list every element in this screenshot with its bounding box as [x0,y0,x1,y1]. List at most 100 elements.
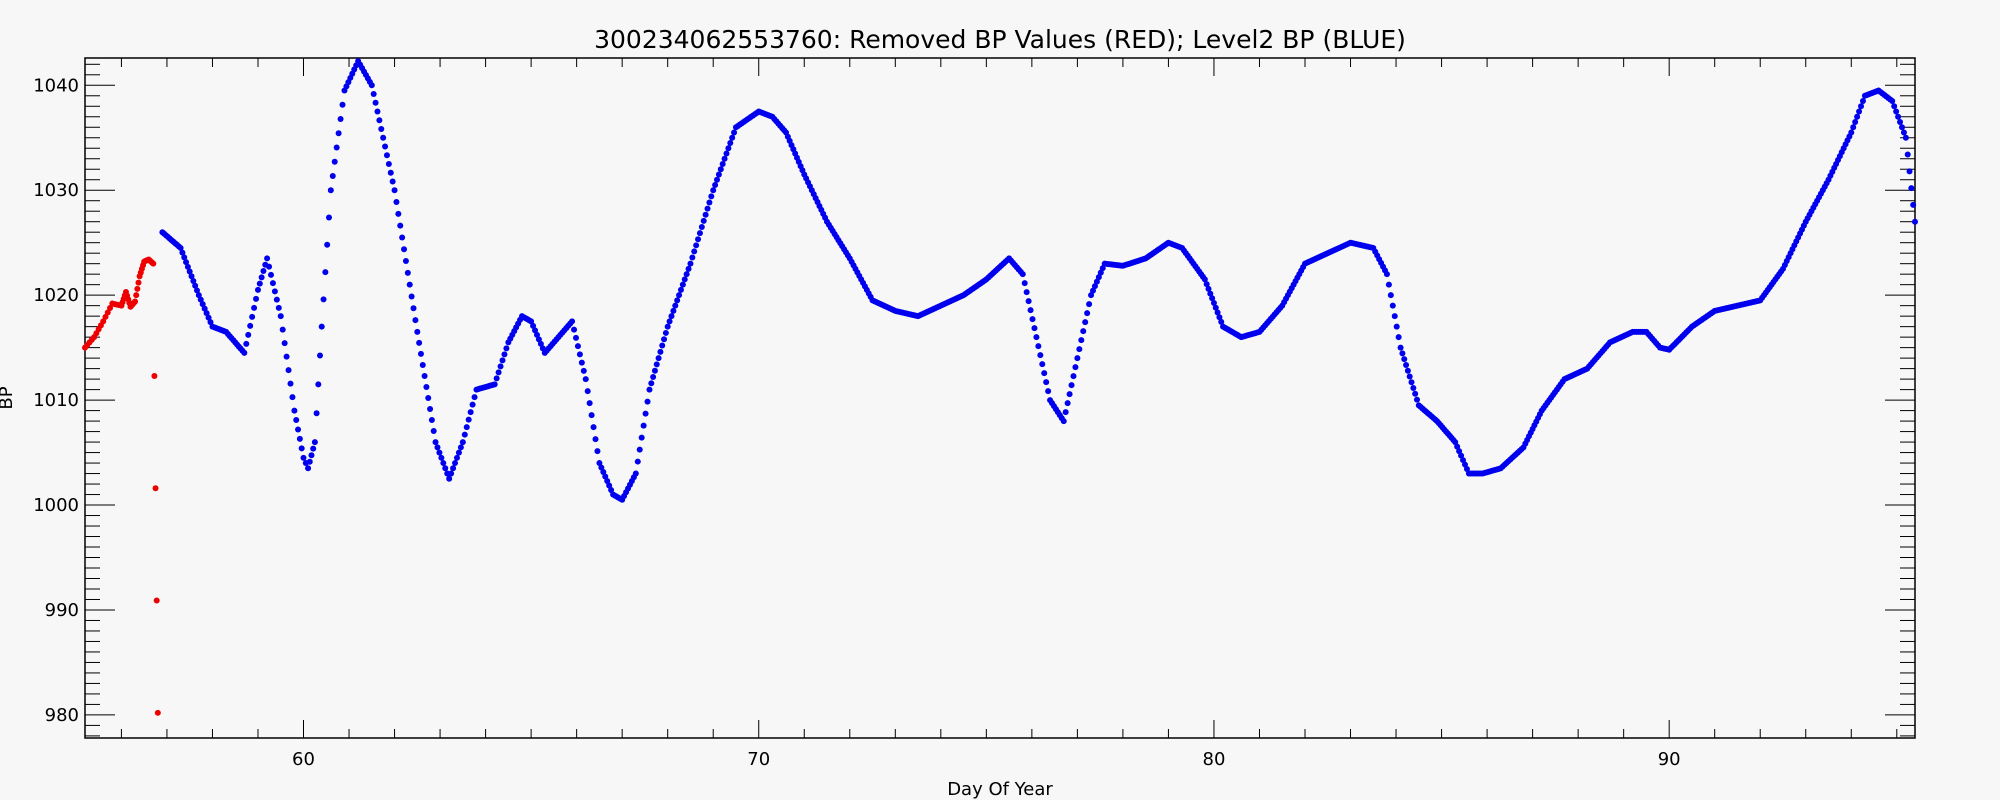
data-point [256,280,263,287]
data-point [440,460,447,467]
data-point [315,381,322,388]
data-point [1041,370,1048,377]
data-point [664,323,671,330]
plot-frame [84,57,1916,739]
data-point [275,304,282,311]
data-point [594,448,601,455]
data-point [133,292,140,299]
data-point [661,336,668,343]
x-tick-label: 70 [747,749,770,770]
data-point [383,152,390,159]
data-point [636,446,643,453]
data-point [696,230,703,237]
data-point [293,417,300,424]
data-point [1074,355,1081,362]
data-point [1413,396,1420,403]
data-point [666,318,673,325]
data-point [150,260,157,267]
data-point [537,340,544,347]
data-point [700,217,707,224]
data-point [389,178,396,185]
x-tick-label: 90 [1658,749,1681,770]
y-tick-label: 1030 [33,180,79,201]
data-point [533,331,540,338]
data-point [1045,388,1052,395]
data-point [289,394,296,401]
data-point [254,286,261,293]
data-point [300,454,307,461]
data-point [708,193,715,200]
data-point [326,214,332,221]
data-point [450,465,457,472]
y-axis-ticks [85,63,1915,737]
data-point [414,328,421,335]
data-point [1848,129,1855,136]
data-point [717,166,724,173]
data-point [1893,108,1900,115]
data-point [296,435,303,442]
data-point [271,288,278,295]
data-point [634,458,641,465]
data-point [640,422,647,429]
x-axis-ticks [120,58,1898,738]
data-point [329,172,336,179]
data-point [659,342,666,349]
data-point [264,255,271,262]
data-point [646,386,653,393]
data-point [590,424,597,431]
data-point [1454,443,1461,450]
data-point [668,313,675,320]
data-point [1391,313,1398,320]
chart-title: 300234062553760: Removed BP Values (RED)… [594,25,1406,54]
data-point [725,145,732,152]
data-point [380,134,387,141]
data-point [1088,292,1095,299]
data-point [179,249,186,256]
data-point [417,350,424,357]
data-point [1898,124,1905,131]
data-point [681,276,688,283]
data-point [588,412,595,419]
data-point [186,268,193,275]
data-point [181,254,188,261]
data-point [423,383,430,390]
data-point [574,343,581,350]
data-point [632,470,639,477]
data-point [1395,334,1402,341]
data-point [1897,119,1904,126]
data-point [727,140,734,146]
data-point [427,406,434,413]
data-point [1403,361,1410,368]
data-point [1086,301,1093,308]
data-point [152,485,159,492]
data-point [1064,400,1071,407]
data-point [277,313,284,320]
x-axis-label: Day Of Year [947,779,1053,800]
series-level2-bp [159,58,1918,503]
data-point [104,309,111,316]
data-point [1902,134,1909,141]
data-point [378,126,385,133]
data-point [1385,281,1392,288]
data-point [710,187,717,194]
data-point [584,388,591,395]
data-point [107,305,114,312]
data-point [455,449,462,456]
data-point [1023,289,1030,296]
data-point [374,108,381,115]
data-point [100,318,107,325]
data-point [285,367,292,374]
data-point [1068,382,1075,389]
data-point [679,281,686,288]
data-point [391,187,398,194]
data-point [298,445,305,452]
data-point [279,326,286,333]
data-point [1900,129,1907,136]
data-point [683,271,690,278]
data-point [1093,278,1100,285]
data-point [428,417,435,424]
data-point [1019,271,1026,278]
data-point [648,380,655,387]
data-point [291,407,298,414]
data-point [676,292,683,299]
